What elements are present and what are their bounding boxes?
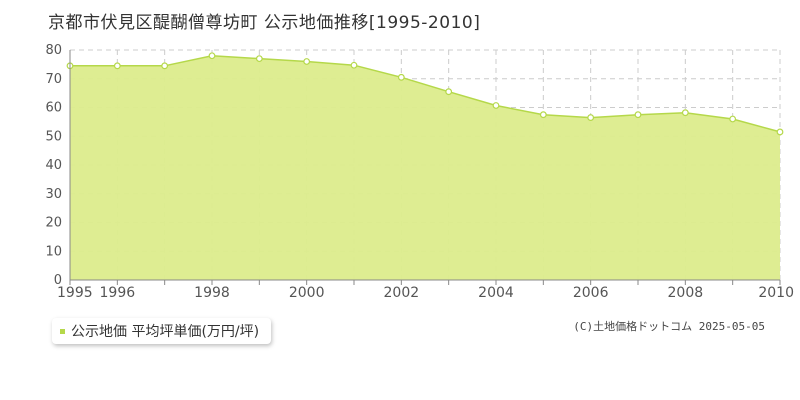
- data-point: [208, 52, 216, 60]
- data-point: [445, 88, 453, 96]
- y-tick-label: 10: [45, 244, 62, 259]
- x-tick-label: 1996: [100, 285, 136, 301]
- x-tick-label: 2000: [289, 285, 325, 301]
- x-tick-labels: 1995 1996 1998 2000 2002 2004 2006 2008 2010: [57, 285, 794, 301]
- x-tick-label: 1998: [194, 285, 230, 301]
- data-point: [492, 102, 500, 109]
- axes: [69, 50, 781, 285]
- data-point: [729, 115, 737, 123]
- data-point: [255, 55, 263, 63]
- copyright-text: (C)土地価格ドットコム 2025-05-05: [573, 320, 765, 333]
- series-area: [70, 55, 780, 280]
- x-tick-label: 2008: [668, 285, 704, 301]
- y-tick-label: 70: [45, 72, 62, 87]
- y-tick-label: 0: [54, 273, 62, 288]
- data-point: [303, 58, 311, 65]
- data-points: [66, 52, 784, 136]
- x-tick-label: 1995: [57, 285, 93, 301]
- data-point: [350, 61, 358, 69]
- data-point: [113, 62, 121, 70]
- y-tick-labels: 0 10 20 30 40 50 60 70 80: [45, 43, 62, 288]
- data-point: [681, 109, 689, 117]
- data-point: [539, 111, 547, 119]
- legend-label: 公示地価 平均坪単価(万円/坪): [71, 324, 260, 340]
- series-line: [70, 55, 781, 133]
- legend-marker: [60, 328, 65, 334]
- y-tick-label: 80: [45, 43, 62, 58]
- data-point: [776, 128, 784, 136]
- chart-title: 京都市伏見区醍醐僧尊坊町 公示地価推移[1995-2010]: [48, 13, 481, 33]
- data-point: [587, 114, 595, 121]
- data-point: [161, 62, 169, 70]
- y-tick-label: 40: [45, 158, 62, 173]
- y-tick-label: 50: [45, 129, 62, 144]
- y-tick-label: 60: [45, 101, 62, 116]
- x-tick-label: 2010: [758, 285, 794, 301]
- y-tick-label: 30: [45, 187, 62, 202]
- y-tick-label: 20: [45, 216, 62, 231]
- data-point: [634, 111, 642, 119]
- legend: 公示地価 平均坪単価(万円/坪): [52, 318, 272, 344]
- x-tick-label: 2002: [384, 285, 420, 301]
- x-tick-label: 2006: [573, 285, 609, 301]
- data-point: [397, 73, 405, 81]
- x-tick-label: 2004: [478, 285, 514, 301]
